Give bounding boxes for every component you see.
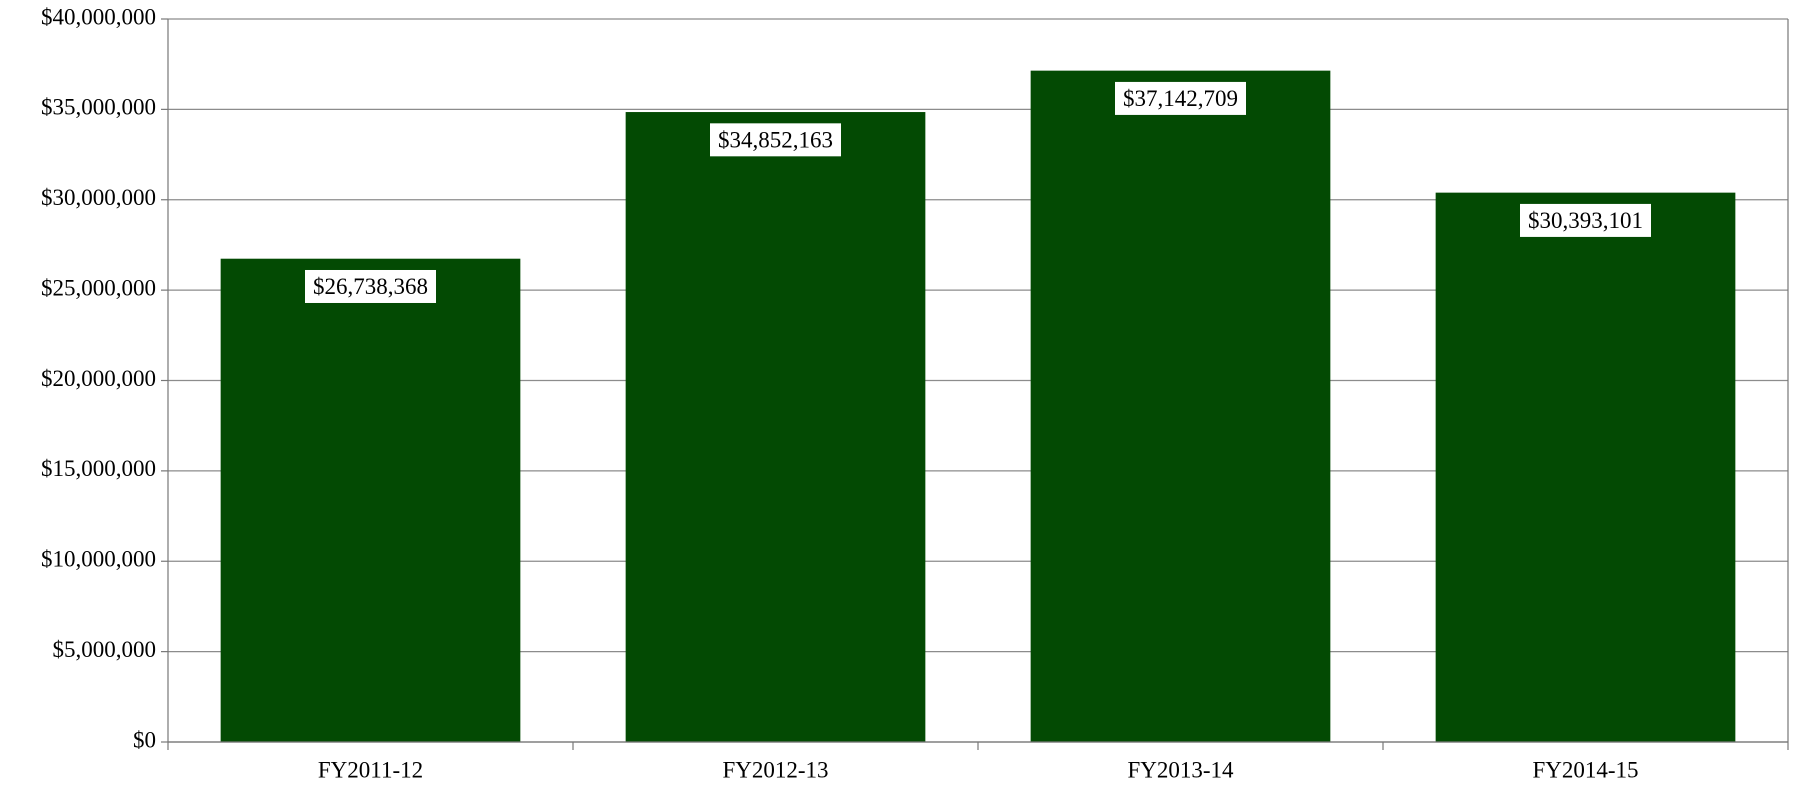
y-tick-label: $10,000,000 [41,547,156,572]
data-label: $34,852,163 [718,127,833,152]
y-tick-label: $5,000,000 [53,637,157,662]
y-tick-label: $0 [133,727,156,752]
data-label-box [1520,203,1651,237]
y-tick-label: $30,000,000 [41,185,156,210]
x-tick-label: FY2013-14 [1127,757,1234,782]
bar [220,258,521,742]
data-label-box [305,269,436,303]
data-label-box [710,123,841,157]
data-label: $30,393,101 [1528,208,1643,233]
x-tick-label: FY2014-15 [1532,757,1638,782]
y-tick-label: $25,000,000 [41,275,156,300]
y-tick-label: $15,000,000 [41,456,156,481]
data-label: $37,142,709 [1123,86,1238,111]
y-tick-label: $40,000,000 [41,4,156,29]
bar [625,112,926,742]
y-tick-label: $35,000,000 [41,95,156,120]
x-tick-label: FY2012-13 [722,757,828,782]
bar [1030,70,1331,743]
data-label: $26,738,368 [313,274,428,299]
data-label-box [1115,81,1246,115]
bar [1435,192,1736,742]
y-tick-label: $20,000,000 [41,366,156,391]
x-tick-label: FY2011-12 [318,757,423,782]
